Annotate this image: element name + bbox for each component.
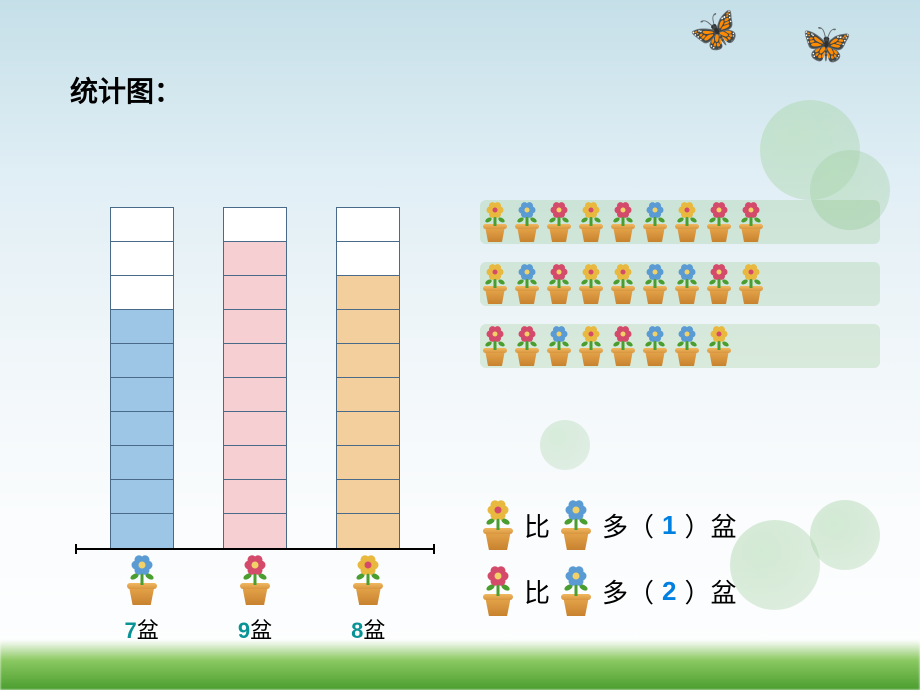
bar-cell bbox=[111, 276, 173, 310]
bar-yellow-flower bbox=[336, 207, 400, 548]
flower-pot-icon bbox=[544, 264, 574, 304]
bubble-decoration bbox=[540, 420, 590, 470]
flower-pot-icon bbox=[672, 264, 702, 304]
flower-pot-icon bbox=[480, 202, 510, 242]
flower-pot-icon bbox=[480, 566, 516, 616]
flower-pot-icon bbox=[350, 555, 386, 605]
comparison-row: 比 多（ 1 ）盆 bbox=[480, 500, 900, 550]
flower-pot-icon bbox=[544, 326, 574, 366]
bar-cell bbox=[224, 446, 286, 480]
bar-cell bbox=[224, 378, 286, 412]
bar-cell bbox=[111, 378, 173, 412]
bar-cell bbox=[337, 242, 399, 276]
butterfly-icon: 🦋 bbox=[795, 14, 855, 72]
comparison-text: 多（ bbox=[602, 507, 654, 544]
bar-container bbox=[85, 208, 425, 548]
bar-category-icon bbox=[223, 555, 287, 605]
bar-cell bbox=[224, 480, 286, 514]
flower-pot-icon bbox=[480, 326, 510, 366]
comparison-text: 多（ bbox=[602, 573, 654, 610]
flower-pot-icon bbox=[704, 326, 734, 366]
bar-cell bbox=[337, 208, 399, 242]
flower-grid-row bbox=[480, 324, 880, 368]
flower-pot-icon bbox=[512, 326, 542, 366]
comparison-text: 比 bbox=[524, 507, 550, 544]
comparison-row: 比 多（ 2 ）盆 bbox=[480, 566, 900, 616]
bar-cell bbox=[224, 344, 286, 378]
flower-pot-icon bbox=[640, 326, 670, 366]
flower-pot-icon bbox=[608, 264, 638, 304]
flower-pot-icon bbox=[558, 566, 594, 616]
flower-pot-icon bbox=[640, 264, 670, 304]
bar-cell bbox=[111, 344, 173, 378]
flower-pot-icon bbox=[736, 264, 766, 304]
x-axis bbox=[75, 548, 435, 550]
bar-cell bbox=[111, 310, 173, 344]
bar-red-flower bbox=[223, 207, 287, 548]
chart-title: 统计图： bbox=[70, 70, 182, 110]
flower-pot-icon bbox=[480, 264, 510, 304]
bar-chart: 7盆9盆8盆 bbox=[85, 190, 425, 550]
flower-pot-icon bbox=[576, 326, 606, 366]
bar-value-label: 9盆 bbox=[223, 613, 287, 645]
flower-pot-icon bbox=[736, 202, 766, 242]
flower-pot-icon bbox=[512, 264, 542, 304]
comparison-text: 比 bbox=[524, 573, 550, 610]
bar-cell bbox=[337, 514, 399, 548]
bar-blue-flower bbox=[110, 207, 174, 548]
bar-value-label: 7盆 bbox=[110, 613, 174, 645]
bar-cell bbox=[224, 276, 286, 310]
bar-category-icon bbox=[336, 555, 400, 605]
comparison-answer: 2 bbox=[662, 576, 676, 607]
bar-icon-row bbox=[85, 555, 425, 605]
bar-category-icon bbox=[110, 555, 174, 605]
bar-cell bbox=[224, 310, 286, 344]
butterfly-icon: 🦋 bbox=[684, 1, 747, 62]
flower-pot-icon bbox=[576, 202, 606, 242]
flower-pot-icon bbox=[608, 202, 638, 242]
comparison-area: 比多（1）盆比多（2）盆 bbox=[480, 500, 900, 632]
grass-bg bbox=[0, 640, 920, 690]
flower-pot-icon bbox=[124, 555, 160, 605]
bar-label-row: 7盆 9盆 8盆 bbox=[85, 613, 425, 645]
flower-grid-row bbox=[480, 200, 880, 244]
bar-cell bbox=[224, 514, 286, 548]
bar-cell bbox=[337, 310, 399, 344]
flower-pot-icon bbox=[480, 500, 516, 550]
bar-cell bbox=[224, 412, 286, 446]
flower-pot-icon bbox=[608, 326, 638, 366]
bar-cell bbox=[111, 412, 173, 446]
flower-pot-icon bbox=[237, 555, 273, 605]
bar-cell bbox=[337, 344, 399, 378]
flower-pot-icon bbox=[640, 202, 670, 242]
flower-pot-icon bbox=[704, 264, 734, 304]
bar-cell bbox=[337, 378, 399, 412]
flower-pot-icon bbox=[512, 202, 542, 242]
bar-cell bbox=[337, 276, 399, 310]
flower-pot-icon bbox=[672, 202, 702, 242]
comparison-text: ）盆 bbox=[685, 573, 737, 610]
flower-pot-icon bbox=[576, 264, 606, 304]
flower-pot-icon bbox=[544, 202, 574, 242]
flower-pot-icon bbox=[672, 326, 702, 366]
bar-cell bbox=[111, 208, 173, 242]
bar-cell bbox=[337, 480, 399, 514]
bar-cell bbox=[111, 446, 173, 480]
bar-cell bbox=[111, 242, 173, 276]
flower-grid bbox=[480, 200, 880, 386]
bar-cell bbox=[111, 514, 173, 548]
comparison-answer: 1 bbox=[662, 510, 676, 541]
comparison-text: ）盆 bbox=[685, 507, 737, 544]
bar-value-label: 8盆 bbox=[336, 613, 400, 645]
flower-pot-icon bbox=[704, 202, 734, 242]
bar-cell bbox=[111, 480, 173, 514]
flower-pot-icon bbox=[558, 500, 594, 550]
flower-grid-row bbox=[480, 262, 880, 306]
bar-cell bbox=[224, 242, 286, 276]
bar-cell bbox=[224, 208, 286, 242]
bar-cell bbox=[337, 412, 399, 446]
bar-cell bbox=[337, 446, 399, 480]
